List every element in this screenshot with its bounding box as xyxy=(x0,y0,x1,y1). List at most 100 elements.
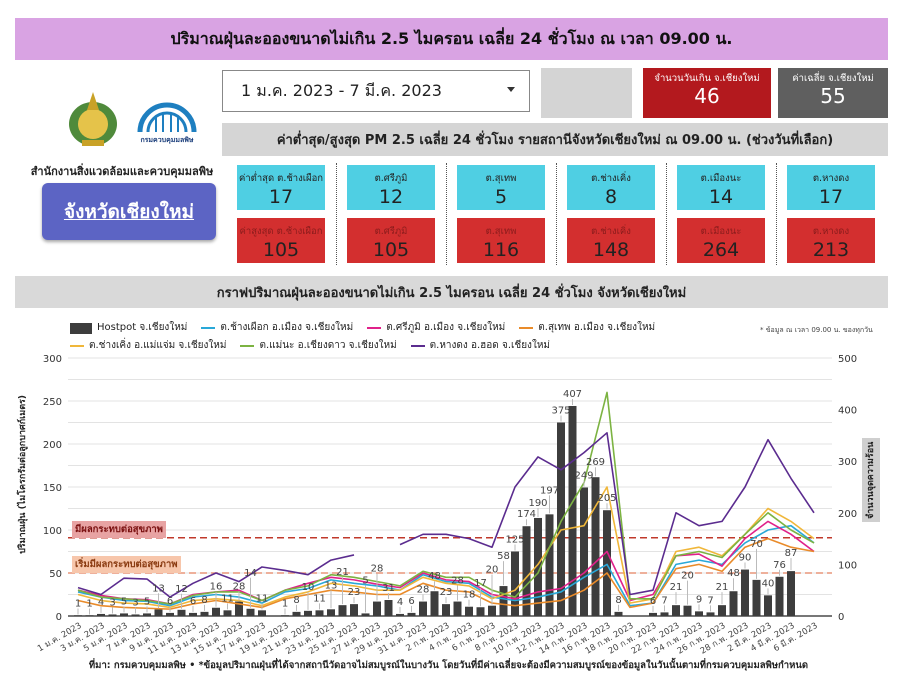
bar-value-label: 190 xyxy=(528,498,547,509)
page-title: ปริมาณฝุ่นละอองขนาดไม่เกิน 2.5 ไมครอน เฉ… xyxy=(15,18,888,60)
y-right-tick-label: 0 xyxy=(838,612,844,623)
bar-value-label: 90 xyxy=(739,553,752,564)
y-tick-label: 0 xyxy=(56,612,62,623)
bar-value-label: 6 xyxy=(167,596,173,607)
legend-item[interactable]: ต.ช้างเผือก อ.เมือง จ.เชียงใหม่ xyxy=(201,320,353,336)
card-divider xyxy=(556,163,557,265)
hotspot-bar xyxy=(258,610,266,616)
bar-value-label: 21 xyxy=(716,582,729,593)
chart-section-title: กราฟปริมาณฝุ่นละอองขนาดไม่เกิน 2.5 ไมครอ… xyxy=(15,276,888,308)
bar-value-label: 8 xyxy=(293,595,299,606)
station-max-value: 264 xyxy=(702,239,740,261)
bar-value-label: 87 xyxy=(785,548,798,559)
legend-label: ต.ช้างเผือก อ.เมือง จ.เชียงใหม่ xyxy=(220,322,354,333)
hotspot-bar xyxy=(384,600,393,616)
bar-value-label: 28 xyxy=(451,576,464,587)
hotspot-bar xyxy=(534,517,542,616)
legend-swatch xyxy=(410,345,425,347)
hotspot-bar xyxy=(752,579,761,616)
bar-value-label: 17 xyxy=(474,578,487,589)
station-section-title: ค่าต่ำสุด/สูงสุด PM 2.5 เฉลี่ย 24 ชั่วโม… xyxy=(222,123,888,156)
station-min-label: ต.หางดง xyxy=(812,173,850,184)
hotspot-bar xyxy=(373,601,381,616)
bar-value-label: 31 xyxy=(382,583,395,594)
legend-item[interactable]: ต.แม่นะ อ.เชียงดาว จ.เชียงใหม่ xyxy=(240,338,397,354)
station-min-value: 12 xyxy=(378,186,404,208)
threshold-label-high: มีผลกระทบต่อสุขภาพ xyxy=(72,521,166,538)
legend-label: ต.ศรีภูมิ อ.เมือง จ.เชียงใหม่ xyxy=(386,322,506,333)
bar-value-label: 5 xyxy=(121,596,127,607)
y-right-tick-label: 200 xyxy=(838,509,857,520)
bar-value-label: 1 xyxy=(86,598,92,609)
bar-value-label: 4 xyxy=(397,597,403,608)
hotspot-bar xyxy=(672,605,680,616)
hotspot-bar xyxy=(511,551,519,616)
average-scorecard: ค่าเฉลี่ย จ.เชียงใหม่ 55 xyxy=(778,68,888,118)
hotspot-bar xyxy=(304,610,312,616)
legend-item[interactable]: ต.ศรีภูมิ อ.เมือง จ.เชียงใหม่ xyxy=(367,320,505,336)
bar-value-label: 16 xyxy=(210,582,223,593)
bar-value-label: 6 xyxy=(408,596,414,607)
exceed-days-value: 46 xyxy=(694,84,720,108)
station-min-value: 17 xyxy=(268,186,294,208)
bar-value-label: 13 xyxy=(152,583,165,594)
hotspot-bar xyxy=(545,514,554,616)
hotspot-bar xyxy=(695,611,703,616)
hotspot-bar xyxy=(419,601,427,616)
station-max-card: ต.หางดง 213 xyxy=(787,218,875,263)
hotspot-bar xyxy=(350,604,358,616)
station-max-label: ต.ช่างเคิ่ง xyxy=(591,226,631,237)
station-max-label: ต.เมืองนะ xyxy=(700,226,742,237)
station-min-value: 17 xyxy=(818,186,844,208)
date-range-value: 1 ม.ค. 2023 - 7 มี.ค. 2023 xyxy=(241,80,442,100)
station-min-card: ค่าต่ำสุด ต.ช้างเผือก 17 xyxy=(237,165,325,210)
logo-text: กรมควบคุมมลพิษ xyxy=(140,136,193,144)
hotspot-bar xyxy=(499,586,508,616)
legend-item[interactable]: ต.สุเทพ อ.เมือง จ.เชียงใหม่ xyxy=(519,320,655,336)
legend-swatch xyxy=(201,327,216,329)
hotspot-bar xyxy=(465,606,473,616)
hotspot-bar xyxy=(120,613,128,616)
bar-value-label: 1 xyxy=(282,598,288,609)
station-min-value: 14 xyxy=(708,186,734,208)
hotspot-bar xyxy=(407,612,416,616)
hotspot-bar xyxy=(453,601,462,616)
y-tick-label: 250 xyxy=(43,397,62,408)
hotspot-bar xyxy=(97,613,105,616)
province-button[interactable]: จังหวัดเชียงใหม่ xyxy=(42,183,216,240)
legend-label: Hostpot จ.เชียงใหม่ xyxy=(97,322,188,333)
hotspot-bar xyxy=(580,487,588,616)
hotspot-bar xyxy=(683,605,692,616)
station-max-label: ต.ศรีภูมิ xyxy=(374,226,408,237)
bar-value-label: 76 xyxy=(773,560,786,571)
bar-value-label: 7 xyxy=(661,595,667,606)
legend-item-hotspot[interactable]: Hostpot จ.เชียงใหม่ xyxy=(70,320,187,336)
y-right-tick-label: 100 xyxy=(838,560,857,571)
hotspot-bar xyxy=(787,571,795,616)
hotspot-bar xyxy=(741,569,749,616)
hotspot-bar xyxy=(74,615,82,616)
hotspot-bar xyxy=(729,591,738,616)
hotspot-bar xyxy=(361,613,370,616)
y-tick-label: 50 xyxy=(49,569,62,580)
hotspot-bar xyxy=(189,612,197,616)
chart-note: * ข้อมูล ณ เวลา 09.00 น. ของทุกวัน xyxy=(760,326,873,334)
legend-item[interactable]: ต.ช่างเคิ่ง อ.แม่แจ่ม จ.เชียงใหม่ xyxy=(70,338,226,354)
hotspot-bar xyxy=(177,609,186,616)
date-range-picker[interactable]: 1 ม.ค. 2023 - 7 มี.ค. 2023 xyxy=(222,70,530,112)
hotspot-bar xyxy=(568,405,577,616)
legend-item[interactable]: ต.หางดง อ.ฮอด จ.เชียงใหม่ xyxy=(410,338,550,354)
hotspot-bar xyxy=(212,607,220,616)
hotspot-bar xyxy=(292,611,301,616)
bar-value-label: 40 xyxy=(762,578,775,589)
province-seal-logo xyxy=(69,92,117,146)
hotspot-bar xyxy=(706,612,715,616)
hotspot-bar xyxy=(315,610,324,616)
bar-value-label: 407 xyxy=(563,389,582,400)
card-divider xyxy=(776,163,777,265)
bar-value-label: 5 xyxy=(144,596,150,607)
dropdown-arrow-icon[interactable] xyxy=(507,87,515,92)
bar-value-label: 125 xyxy=(505,535,524,546)
station-min-value: 5 xyxy=(494,186,508,208)
station-max-value: 105 xyxy=(372,239,410,261)
